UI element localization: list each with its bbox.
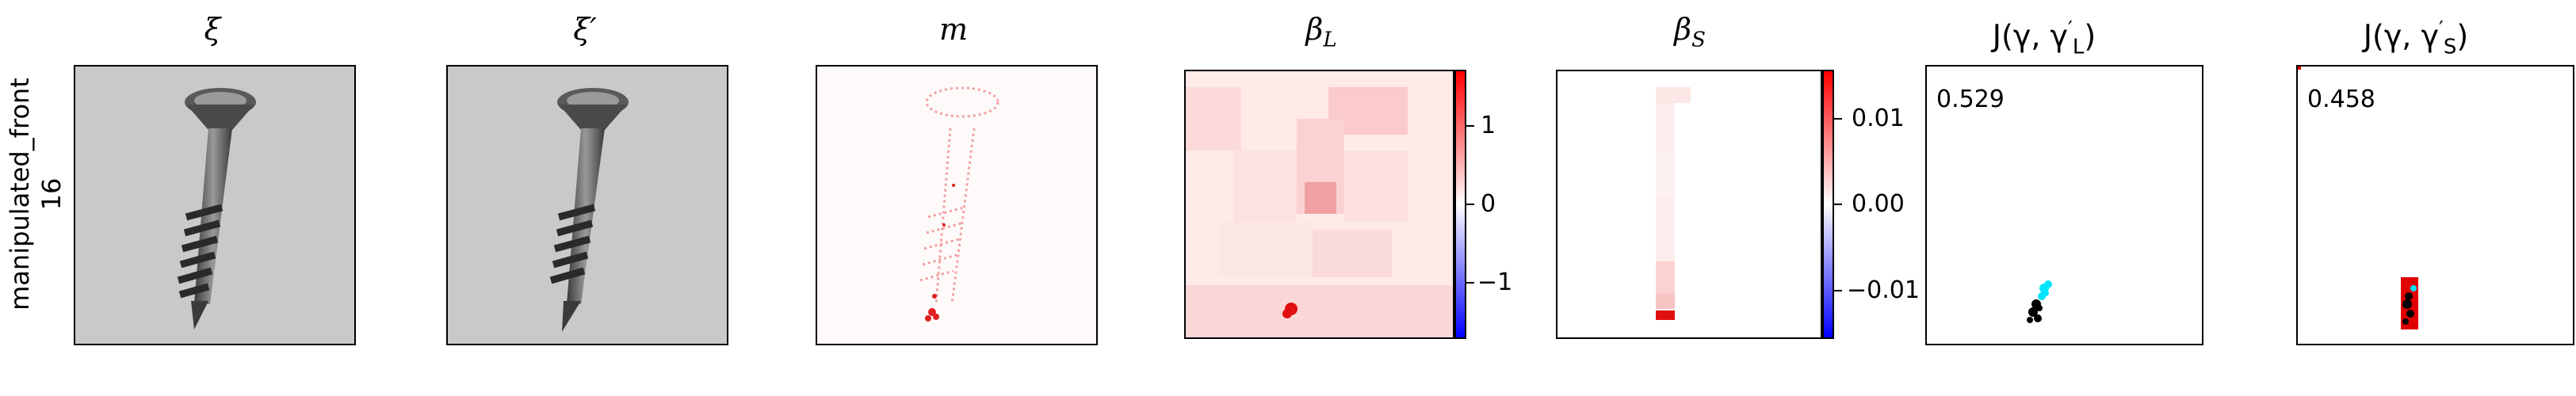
colorbar-tick-label: 1 <box>1481 112 1496 139</box>
title-prefix: J(γ, γ <box>1992 18 2068 54</box>
panel-title-xi: ξ <box>204 12 221 47</box>
row-label-line2: 16 <box>36 177 67 211</box>
title-suffix: ) <box>2456 18 2469 54</box>
title-sub: L <box>2072 35 2085 59</box>
image-xi <box>74 65 356 345</box>
beta-s-blocks <box>1656 87 1691 320</box>
image-m <box>816 65 1098 345</box>
colorbar-tick <box>1834 118 1842 120</box>
colorbar-tick-label: −0.01 <box>1847 276 1920 304</box>
jaccard-score: 0.458 <box>2307 86 2375 113</box>
colorbar-tick-label: 0.01 <box>1852 105 1905 132</box>
j-l-regions <box>2027 280 2052 323</box>
title-sub: S <box>1691 28 1706 52</box>
colorbar-tick-label: 0.00 <box>1852 190 1905 218</box>
title-prefix: J(γ, γ <box>2363 18 2439 54</box>
beta-l-segments <box>1186 71 1453 337</box>
colorbar-tick <box>1834 204 1842 205</box>
panel-title-beta-s: βS <box>1531 10 1848 60</box>
title-suffix: ) <box>2084 18 2096 54</box>
title-main: β <box>1674 12 1692 47</box>
screw-image-xi <box>177 88 256 329</box>
colorbar-beta-s <box>1822 70 1834 339</box>
overlap-j-s: 0.458 <box>2296 65 2574 345</box>
colorbar-tick <box>1834 290 1842 291</box>
title-sub: S <box>2443 35 2457 59</box>
screw-image-xi-prime <box>549 88 629 332</box>
row-label-line1: manipulated_front <box>5 78 35 310</box>
colorbar-tick-label: −1 <box>1477 268 1513 296</box>
title-main: β <box>1305 12 1324 47</box>
panel-title-beta-l: βL <box>1163 10 1480 60</box>
title-sub: L <box>1323 28 1337 52</box>
colorbar-tick <box>1466 204 1474 205</box>
jaccard-score: 0.529 <box>1936 86 2005 113</box>
panel-title-xi-prime: ξ′ <box>573 12 597 47</box>
image-xi-prime <box>446 65 728 345</box>
panel-title-m: m <box>938 12 969 47</box>
colorbar-tick <box>1466 282 1474 284</box>
colorbar-tick-label: 0 <box>1481 190 1496 218</box>
j-s-regions <box>2298 67 2418 329</box>
title-sup: ′ <box>2438 17 2444 41</box>
overlap-j-l: 0.529 <box>1925 65 2203 345</box>
panel-title-j-l: J(γ, γ′L) <box>1886 10 2203 67</box>
panel-title-j-s: J(γ, γ′S) <box>2257 10 2574 67</box>
difference-map-m <box>919 86 999 322</box>
heatmap-beta-l <box>1184 70 1454 339</box>
title-sup: ′ <box>2067 17 2073 41</box>
heatmap-beta-s <box>1556 70 1822 339</box>
colorbar-tick <box>1466 125 1474 127</box>
colorbar-beta-l <box>1454 70 1466 339</box>
